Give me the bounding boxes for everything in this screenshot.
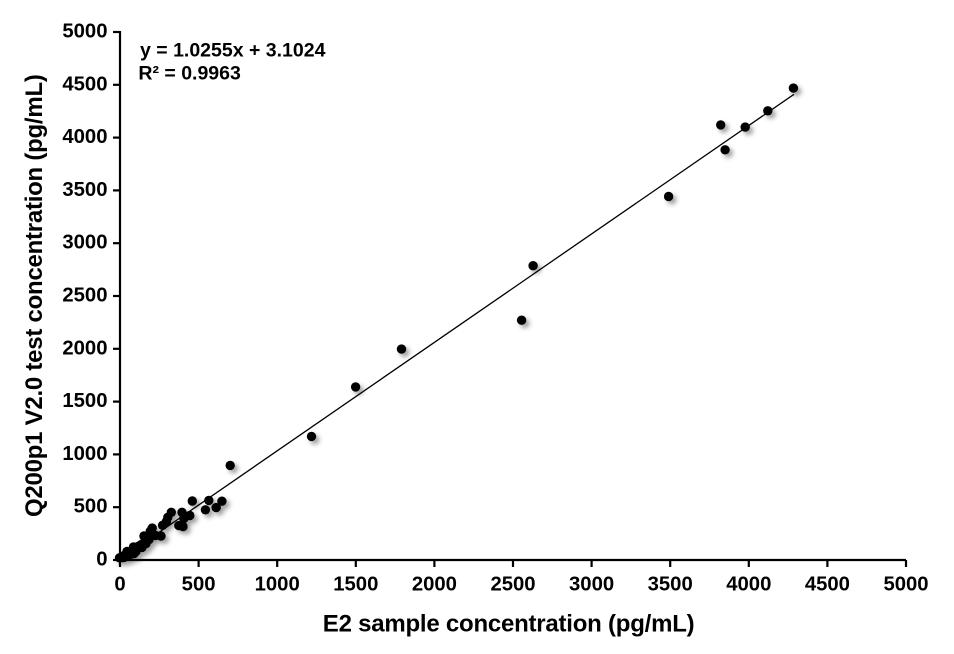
svg-text:500: 500 (182, 574, 216, 596)
svg-text:4000: 4000 (62, 126, 107, 148)
svg-text:2500: 2500 (490, 574, 535, 596)
svg-text:0: 0 (114, 574, 125, 596)
svg-text:3000: 3000 (62, 232, 107, 254)
svg-text:Q200p1 V2.0 test concentration: Q200p1 V2.0 test concentration (pg/mL) (21, 74, 48, 517)
svg-text:5000: 5000 (883, 574, 928, 596)
svg-text:0: 0 (96, 549, 107, 571)
svg-text:3500: 3500 (62, 179, 107, 201)
svg-text:5000: 5000 (62, 21, 107, 43)
svg-text:y = 1.0255x + 3.1024: y = 1.0255x + 3.1024 (140, 40, 326, 62)
svg-text:500: 500 (74, 496, 108, 518)
svg-text:3500: 3500 (648, 574, 693, 596)
svg-text:3000: 3000 (569, 574, 614, 596)
svg-text:4500: 4500 (805, 574, 850, 596)
svg-text:2000: 2000 (62, 337, 107, 359)
svg-text:2500: 2500 (62, 285, 107, 307)
svg-text:1000: 1000 (62, 443, 107, 465)
svg-text:R² = 0.9963: R² = 0.9963 (138, 63, 241, 85)
svg-text:1500: 1500 (62, 390, 107, 412)
svg-text:2000: 2000 (412, 574, 457, 596)
svg-text:1500: 1500 (333, 574, 378, 596)
svg-text:4500: 4500 (62, 73, 107, 95)
svg-text:4000: 4000 (726, 574, 771, 596)
svg-text:1000: 1000 (255, 574, 300, 596)
svg-text:E2 sample concentration (pg/mL: E2 sample concentration (pg/mL) (323, 610, 695, 637)
